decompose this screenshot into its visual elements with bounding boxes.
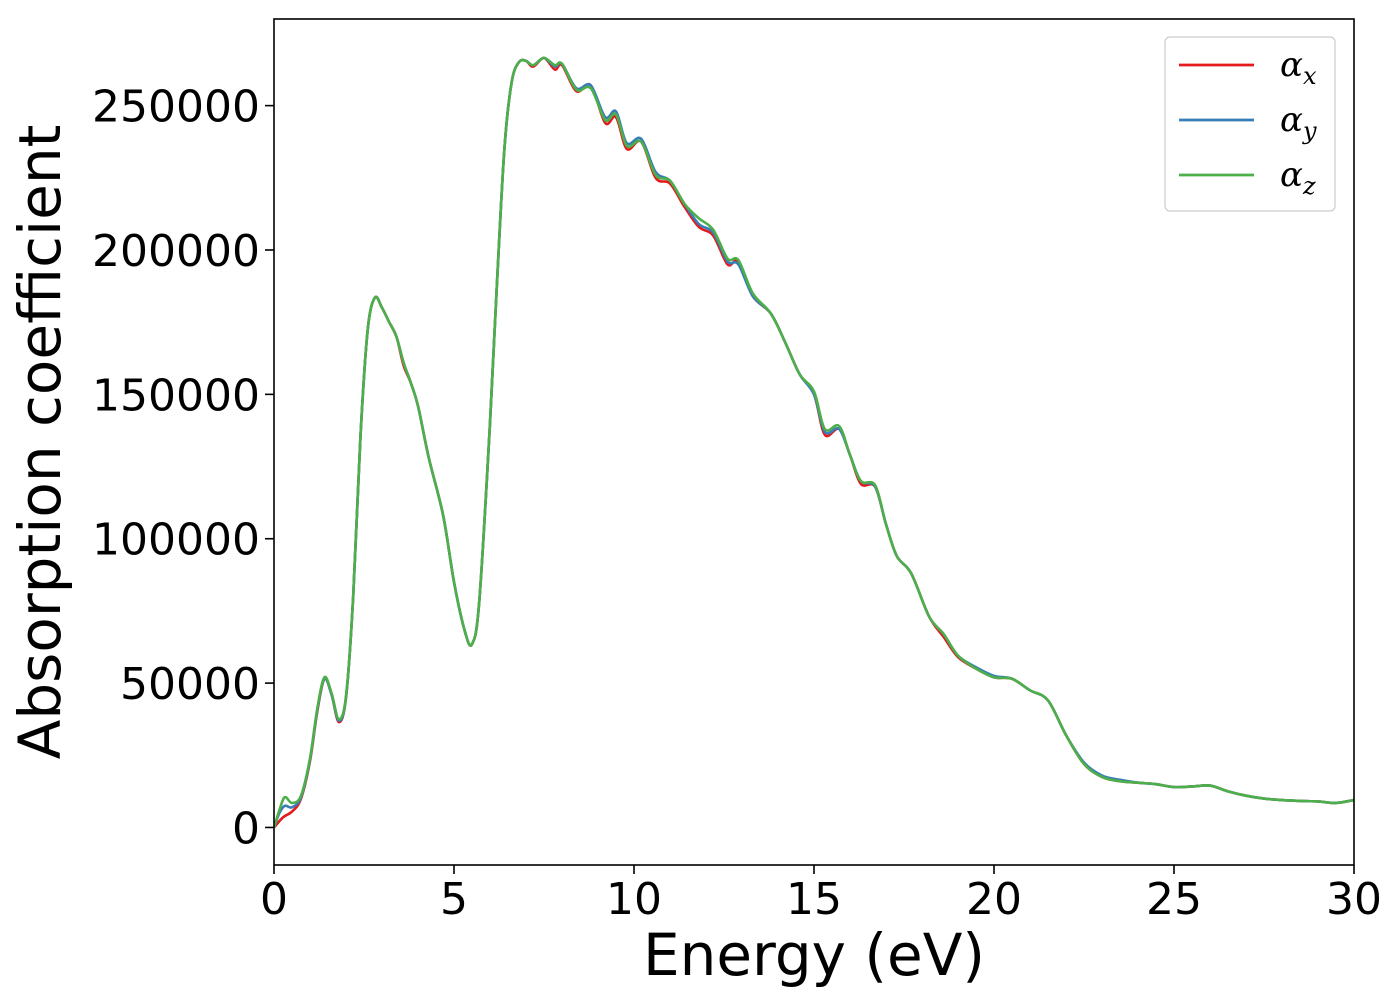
legend-label-x: αx — [1280, 45, 1317, 90]
y-tick-label: 100000 — [92, 515, 260, 566]
legend-box — [1164, 36, 1336, 212]
x-tick-label: 5 — [440, 874, 468, 925]
y-tick-label: 50000 — [120, 659, 260, 710]
x-tick-label: 10 — [606, 874, 662, 925]
y-tick-label: 200000 — [92, 226, 260, 277]
y-tick-label: 150000 — [92, 370, 260, 421]
legend-label-y: αy — [1280, 100, 1317, 145]
x-axis-ticks: 0 5 10 15 20 25 30 — [260, 865, 1382, 925]
series-line-z — [274, 56, 1354, 828]
legend-label-z: αz — [1280, 155, 1316, 200]
x-tick-label: 20 — [966, 874, 1022, 925]
y-tick-label: 250000 — [92, 82, 260, 133]
legend: αx αy αz — [1164, 36, 1336, 212]
x-tick-label: 30 — [1326, 874, 1382, 925]
x-tick-label: 0 — [260, 874, 288, 925]
series-layer — [274, 56, 1354, 829]
x-tick-label: 25 — [1146, 874, 1202, 925]
x-tick-label: 15 — [786, 874, 842, 925]
x-axis-label: Energy (eV) — [643, 921, 985, 989]
y-tick-label: 0 — [232, 803, 260, 854]
y-axis-ticks: 0 50000 100000 150000 200000 250000 — [92, 82, 274, 854]
y-axis-label: Absorption coefficient — [6, 125, 74, 760]
